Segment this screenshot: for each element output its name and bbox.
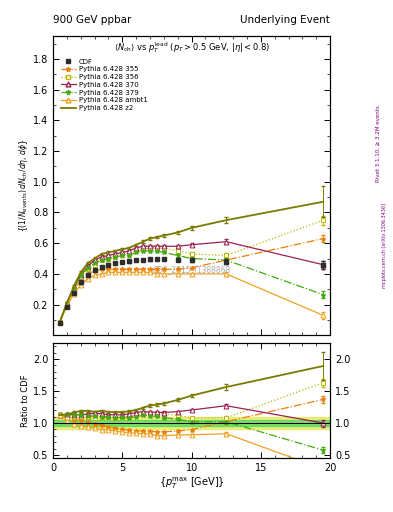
- Text: 900 GeV ppbar: 900 GeV ppbar: [53, 14, 131, 25]
- X-axis label: $\{p_T^\mathsf{max}$ [GeV]$\}$: $\{p_T^\mathsf{max}$ [GeV]$\}$: [159, 476, 224, 492]
- Text: Underlying Event: Underlying Event: [240, 14, 330, 25]
- Legend: CDF, Pythia 6.428 355, Pythia 6.428 356, Pythia 6.428 370, Pythia 6.428 379, Pyt: CDF, Pythia 6.428 355, Pythia 6.428 356,…: [59, 57, 149, 113]
- Y-axis label: Ratio to CDF: Ratio to CDF: [21, 374, 30, 427]
- Y-axis label: $\{(1/N_\mathsf{events})\,dN_\mathsf{ch}/d\eta,\,d\phi\}$: $\{(1/N_\mathsf{events})\,dN_\mathsf{ch}…: [17, 139, 30, 232]
- Text: CDF_2015_I1388868: CDF_2015_I1388868: [152, 265, 231, 274]
- Text: mcplots.cern.ch [arXiv:1306.3436]: mcplots.cern.ch [arXiv:1306.3436]: [382, 203, 387, 288]
- Text: Rivet 3.1.10, ≥ 3.2M events: Rivet 3.1.10, ≥ 3.2M events: [376, 105, 380, 182]
- Text: $\langle N_\mathsf{ch}\rangle$ vs $p_T^\mathsf{lead}$ ($p_T > 0.5$ GeV, $|\eta| : $\langle N_\mathsf{ch}\rangle$ vs $p_T^\…: [114, 40, 270, 55]
